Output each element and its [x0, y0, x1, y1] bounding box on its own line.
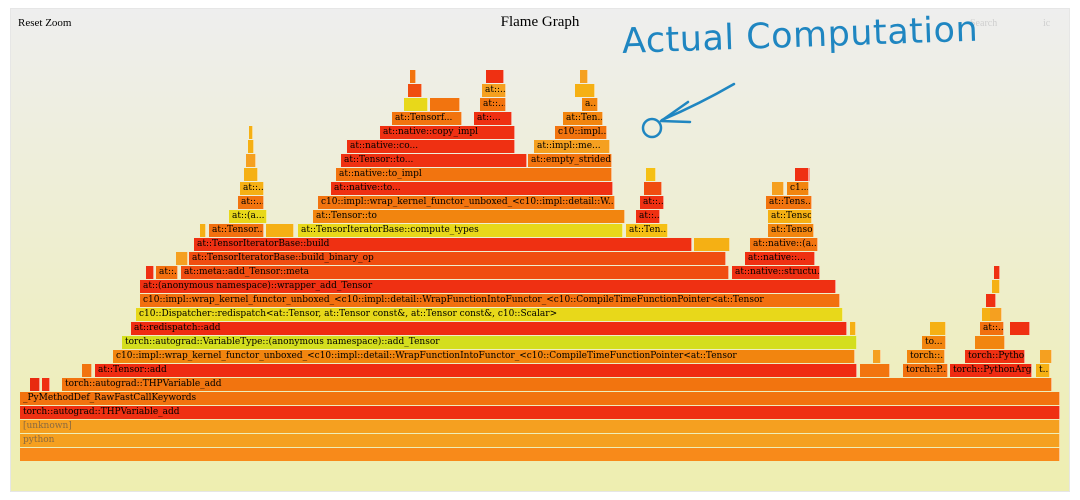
flame-frame[interactable]: [146, 266, 154, 279]
flame-frame[interactable]: [249, 126, 253, 139]
flame-frame[interactable]: [860, 364, 890, 377]
flame-frame[interactable]: [unknown]: [20, 420, 1060, 433]
flame-frame[interactable]: at::native::co...: [347, 140, 515, 153]
flame-frame[interactable]: [990, 308, 1002, 321]
flame-frame[interactable]: at::native::...: [745, 252, 815, 265]
flame-frame[interactable]: at::native::copy_impl: [380, 126, 515, 139]
flame-frame[interactable]: [244, 168, 258, 181]
flame-frame[interactable]: [30, 378, 40, 391]
flame-frame[interactable]: torch::PythonArg: [950, 364, 1032, 377]
flame-frame[interactable]: c10::impl::wrap_kernel_functor_unboxed_<…: [140, 294, 840, 307]
flame-frame[interactable]: at::native::(a...: [750, 238, 818, 251]
flame-frame[interactable]: [42, 378, 50, 391]
flame-frame[interactable]: [575, 84, 595, 97]
annotation-arrow: [641, 82, 736, 139]
flame-frame[interactable]: [408, 84, 422, 97]
flame-frame[interactable]: at::Tensorf...: [392, 112, 462, 125]
flame-frame[interactable]: at::native::to_impl: [336, 168, 612, 181]
flame-frame[interactable]: [1010, 322, 1030, 335]
flame-frame[interactable]: at::...: [636, 210, 660, 223]
flame-frame[interactable]: at::Tensor::to: [313, 210, 625, 223]
flame-frame[interactable]: torch::...: [907, 350, 945, 363]
flame-frame[interactable]: at::Tenso...: [768, 224, 814, 237]
flame-frame[interactable]: at::...: [480, 98, 506, 111]
flame-frame[interactable]: [975, 336, 1005, 349]
flame-frame[interactable]: [873, 350, 881, 363]
flame-frame[interactable]: [248, 140, 254, 153]
flame-frame[interactable]: [246, 154, 256, 167]
flame-frame[interactable]: at::(anonymous namespace)::wrapper_add_T…: [140, 280, 836, 293]
flame-frame[interactable]: a...: [582, 98, 598, 111]
flame-frame[interactable]: at::...: [240, 182, 264, 195]
flame-frame[interactable]: at::TensorIteratorBase::build: [194, 238, 692, 251]
flame-frame[interactable]: at::native::structu...: [732, 266, 820, 279]
flame-frame[interactable]: python: [20, 434, 1060, 447]
flame-frame[interactable]: [644, 182, 662, 195]
flame-frame[interactable]: at::...: [156, 266, 178, 279]
flame-frame[interactable]: at::Tensor...: [209, 224, 264, 237]
flame-frame[interactable]: [646, 168, 656, 181]
flame-frame[interactable]: at::empty_strided: [528, 154, 612, 167]
flame-frame[interactable]: torch::autograd::VariableType::(anonymou…: [122, 336, 857, 349]
flame-frame[interactable]: at::redispatch::add: [131, 322, 847, 335]
flame-frame[interactable]: torch::autograd::THPVariable_add: [20, 406, 1060, 419]
annotation-circle: [641, 117, 663, 139]
flame-frame[interactable]: _PyMethodDef_RawFastCallKeywords: [20, 392, 1060, 405]
flame-frame[interactable]: [795, 168, 809, 181]
page-title: Flame Graph: [500, 14, 580, 30]
flame-frame[interactable]: [1040, 350, 1052, 363]
reset-zoom-button[interactable]: Reset Zoom: [18, 17, 72, 29]
flame-frame[interactable]: at::TensorIteratorBase::compute_types: [298, 224, 623, 237]
search-icon[interactable]: ic: [1043, 18, 1051, 29]
flame-frame[interactable]: at::Tens...: [766, 196, 812, 209]
flame-frame[interactable]: [82, 364, 92, 377]
flame-frame[interactable]: c10::impl::wrap_kernel_functor_unboxed_<…: [318, 196, 615, 209]
flame-frame[interactable]: c1...: [787, 182, 809, 195]
flame-frame[interactable]: at::...: [474, 112, 512, 125]
flame-frame[interactable]: t...: [1036, 364, 1050, 377]
flame-frame[interactable]: [20, 448, 1060, 461]
arrow-head: [659, 100, 692, 124]
flame-frame[interactable]: torch::autograd::THPVariable_add: [62, 378, 1052, 391]
flame-frame[interactable]: at::...: [482, 84, 506, 97]
flame-frame[interactable]: [850, 322, 856, 335]
flame-frame[interactable]: [430, 98, 460, 111]
flame-frame[interactable]: torch::P...: [903, 364, 948, 377]
flame-frame[interactable]: [930, 322, 946, 335]
flame-frame[interactable]: [986, 294, 996, 307]
flame-frame[interactable]: at::impl::me...: [534, 140, 610, 153]
flame-frame[interactable]: at::Ten...: [563, 112, 603, 125]
flame-frame[interactable]: at::...: [640, 196, 664, 209]
flame-frame[interactable]: [694, 238, 730, 251]
flame-frame[interactable]: c10::impl...: [555, 126, 607, 139]
flame-frame[interactable]: [772, 182, 784, 195]
flame-frame[interactable]: at::Tensor::add: [95, 364, 857, 377]
flame-frame[interactable]: [994, 266, 1000, 279]
arrow-shaft: [660, 82, 736, 122]
flame-frame[interactable]: [992, 280, 1000, 293]
flame-frame[interactable]: torch::Pytho: [965, 350, 1025, 363]
flame-frame[interactable]: [580, 70, 588, 83]
flame-frame[interactable]: [176, 252, 188, 265]
flame-frame[interactable]: c10::impl::wrap_kernel_functor_unboxed_<…: [113, 350, 855, 363]
flame-frame[interactable]: c10::Dispatcher::redispatch<at::Tensor, …: [136, 308, 843, 321]
flame-frame[interactable]: [200, 224, 206, 237]
flame-frame[interactable]: [266, 224, 294, 237]
flame-frame[interactable]: at::TensorIteratorBase::build_binary_op: [189, 252, 726, 265]
flame-frame[interactable]: at::...: [980, 322, 1004, 335]
flame-frame[interactable]: at::...: [238, 196, 264, 209]
flame-frame[interactable]: [486, 70, 504, 83]
flame-frame[interactable]: at::Tensor::to...: [341, 154, 527, 167]
flame-frame[interactable]: at::Tenso...: [768, 210, 812, 223]
search-button[interactable]: Search: [970, 18, 998, 29]
flame-frame[interactable]: at::native::to...: [331, 182, 613, 195]
flame-frame[interactable]: at::(a...: [229, 210, 267, 223]
flame-frame[interactable]: at::Ten...: [626, 224, 668, 237]
flame-frame[interactable]: to...: [922, 336, 946, 349]
flame-frame[interactable]: [410, 70, 416, 83]
flame-frame[interactable]: [404, 98, 428, 111]
flame-frame[interactable]: at::meta::add_Tensor::meta: [181, 266, 729, 279]
